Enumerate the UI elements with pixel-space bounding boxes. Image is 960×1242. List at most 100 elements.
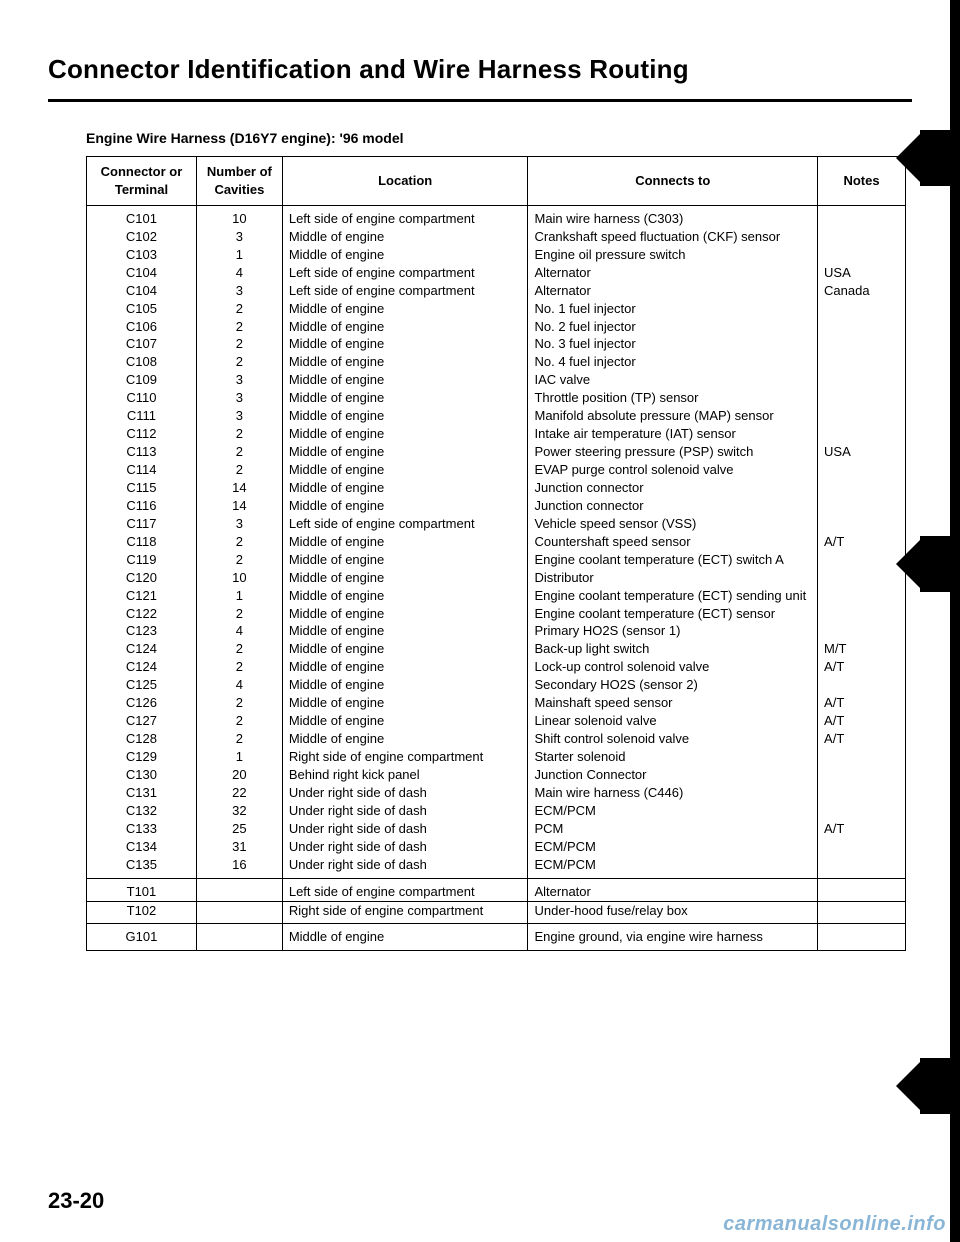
cell-notes [818,784,906,802]
cell-location: Middle of engine [282,246,528,264]
cell-connects: IAC valve [528,371,818,389]
page-number: 23-20 [48,1188,104,1214]
table-row: C1262Middle of engineMainshaft speed sen… [87,694,906,712]
table-row: C13020Behind right kick panelJunction Co… [87,766,906,784]
cell-cavities: 25 [196,820,282,838]
cell-cavities: 2 [196,353,282,371]
cell-location: Middle of engine [282,533,528,551]
cell-location: Under right side of dash [282,784,528,802]
cell-notes [818,389,906,407]
cell-cavities: 2 [196,461,282,479]
cell-location: Middle of engine [282,551,528,569]
table-row: C13232Under right side of dashECM/PCM [87,802,906,820]
cell-connector: G101 [87,924,197,951]
cell-connector: C126 [87,694,197,712]
cell-connects: Secondary HO2S (sensor 2) [528,676,818,694]
cell-connects: Main wire harness (C303) [528,205,818,227]
cell-connector: C128 [87,730,197,748]
cell-connector: C118 [87,533,197,551]
cell-notes [818,228,906,246]
cell-connector: C116 [87,497,197,515]
table-row: C1242Middle of engineLock-up control sol… [87,658,906,676]
cell-cavities: 2 [196,551,282,569]
cell-connector: C103 [87,246,197,264]
table-row: C1192Middle of engineEngine coolant temp… [87,551,906,569]
cell-connector: C125 [87,676,197,694]
cell-connects: Throttle position (TP) sensor [528,389,818,407]
cell-location: Middle of engine [282,371,528,389]
cell-connector: C130 [87,766,197,784]
cell-connects: Countershaft speed sensor [528,533,818,551]
cell-connector: C102 [87,228,197,246]
cell-notes [818,205,906,227]
cell-cavities: 4 [196,622,282,640]
cell-notes [818,748,906,766]
cell-connector: C111 [87,407,197,425]
cell-notes [818,878,906,901]
cell-location: Under right side of dash [282,856,528,878]
table-row: C1082Middle of engineNo. 4 fuel injector [87,353,906,371]
cell-cavities: 3 [196,371,282,389]
cell-connects: Starter solenoid [528,748,818,766]
cell-connects: Manifold absolute pressure (MAP) sensor [528,407,818,425]
table-row: C11614Middle of engineJunction connector [87,497,906,515]
cell-notes [818,300,906,318]
cell-cavities: 16 [196,856,282,878]
cell-connects: PCM [528,820,818,838]
cell-cavities: 31 [196,838,282,856]
table-section: C10110Left side of engine compartmentMai… [87,205,906,878]
cell-location: Middle of engine [282,318,528,336]
cell-location: Middle of engine [282,497,528,515]
cell-connector: C124 [87,658,197,676]
cell-connects: ECM/PCM [528,856,818,878]
cell-location: Middle of engine [282,569,528,587]
cell-connector: C113 [87,443,197,461]
cell-location: Middle of engine [282,228,528,246]
cell-location: Left side of engine compartment [282,515,528,533]
table-row: C1254Middle of engineSecondary HO2S (sen… [87,676,906,694]
cell-connector: C106 [87,318,197,336]
cell-location: Middle of engine [282,676,528,694]
cell-location: Middle of engine [282,407,528,425]
cell-notes [818,838,906,856]
cell-cavities: 2 [196,533,282,551]
cell-connector: C114 [87,461,197,479]
cell-location: Left side of engine compartment [282,878,528,901]
cell-cavities: 1 [196,246,282,264]
cell-cavities: 2 [196,425,282,443]
cell-connector: C109 [87,371,197,389]
cell-connector: C104 [87,282,197,300]
cell-connects: ECM/PCM [528,838,818,856]
cell-connects: Lock-up control solenoid valve [528,658,818,676]
cell-cavities [196,878,282,901]
cell-cavities: 2 [196,300,282,318]
cell-connects: Intake air temperature (IAT) sensor [528,425,818,443]
table-row: C1242Middle of engineBack-up light switc… [87,640,906,658]
cell-notes [818,318,906,336]
cell-notes: USA [818,264,906,282]
cell-connector: C115 [87,479,197,497]
cell-connector: C120 [87,569,197,587]
cell-cavities: 2 [196,318,282,336]
cell-connector: C121 [87,587,197,605]
cell-location: Middle of engine [282,335,528,353]
cell-location: Middle of engine [282,461,528,479]
cell-location: Middle of engine [282,658,528,676]
cell-connects: Junction connector [528,497,818,515]
cell-connector: C122 [87,605,197,623]
cell-connects: No. 1 fuel injector [528,300,818,318]
cell-location: Under right side of dash [282,802,528,820]
cell-cavities: 2 [196,640,282,658]
cell-connects: Main wire harness (C446) [528,784,818,802]
table-row: C1142Middle of engineEVAP purge control … [87,461,906,479]
cell-connector: T101 [87,878,197,901]
cell-location: Middle of engine [282,353,528,371]
cell-notes: USA [818,443,906,461]
cell-connects: Distributor [528,569,818,587]
cell-notes: A/T [818,730,906,748]
cell-connector: C132 [87,802,197,820]
cell-connector: C107 [87,335,197,353]
table-row: C12010Middle of engineDistributor [87,569,906,587]
cell-notes [818,353,906,371]
cell-cavities: 2 [196,730,282,748]
